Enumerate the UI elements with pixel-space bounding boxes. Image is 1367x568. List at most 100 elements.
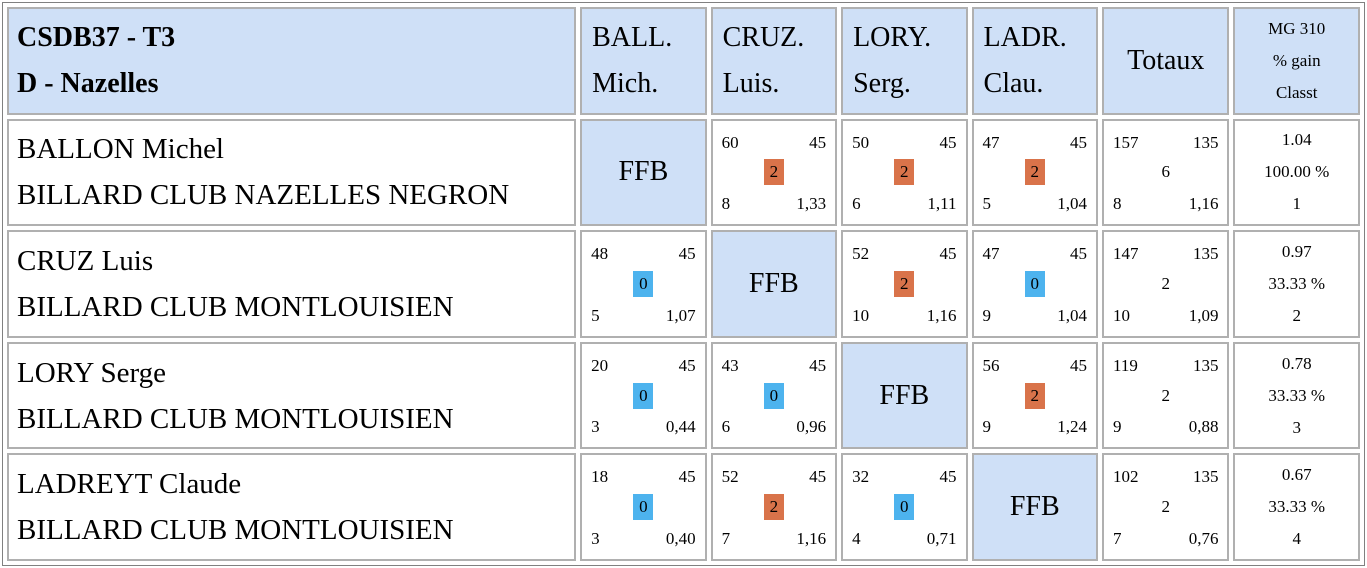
general-average: 0.97 (1281, 241, 1312, 261)
total-innings: 7 (1113, 529, 1122, 548)
match-result-badge: 0 (633, 270, 654, 297)
match-average: 1,16 (796, 529, 827, 548)
column-header-line1: BALL. (592, 21, 673, 53)
total-target: 135 (1192, 132, 1219, 152)
total-average: 0,76 (1188, 529, 1219, 548)
match-innings: 6 (721, 417, 731, 437)
summary-cell: 1.04 100.00 % 1 (1233, 118, 1360, 227)
match-result-badge: 0 (633, 494, 654, 521)
totals-cell: 102 135 2 7 0,76 (1102, 453, 1230, 561)
totaux-label: Totaux (1127, 44, 1205, 76)
match-innings: 10 (852, 305, 870, 325)
ranking: 1 (1292, 194, 1301, 214)
column-header-line1: LADR. (983, 21, 1067, 53)
match-average: 1,33 (796, 194, 827, 214)
player-club: BILLARD CLUB MONTLOUISIEN (17, 514, 454, 547)
total-average: 0,88 (1188, 417, 1219, 437)
total-innings: 8 (1113, 194, 1122, 214)
summary-cell: 0.97 33.33 % 2 (1233, 230, 1360, 338)
gain-pct-label: % gain (1272, 50, 1321, 70)
general-average: 0.67 (1281, 465, 1312, 485)
match-result-badge: 2 (1024, 159, 1045, 186)
ffb-cell: FFB (841, 341, 968, 450)
match-points: 18 (591, 467, 609, 487)
table-title-cell: CSDB37 - T3 D - Nazelles (7, 7, 577, 115)
match-result-badge: 2 (894, 159, 915, 186)
match-average: 1,16 (926, 305, 957, 325)
match-target: 45 (809, 467, 827, 487)
player-name: BALLON Michel (17, 133, 224, 166)
match-target: 45 (1070, 355, 1087, 375)
competition-title: CSDB37 - T3 (17, 21, 176, 53)
match-points: 47 (982, 244, 1000, 264)
ffb-label: FFB (748, 267, 799, 299)
gain-percentage: 33.33 % (1268, 273, 1326, 293)
ranking: 3 (1292, 417, 1301, 437)
match-cell: 56 45 2 9 1,24 (971, 341, 1098, 450)
player-cell: BALLON Michel BILLARD CLUB NAZELLES NEGRO… (7, 118, 577, 227)
general-average: 0.78 (1281, 353, 1312, 373)
match-innings: 4 (852, 529, 861, 548)
match-innings: 9 (982, 417, 992, 437)
column-header-totaux: Totaux (1102, 7, 1230, 115)
match-cell: 52 45 2 7 1,16 (710, 453, 838, 561)
match-average: 0,44 (665, 417, 696, 437)
ffb-label: FFB (879, 379, 930, 411)
column-header-ball: BALL. Mich. (580, 7, 707, 115)
match-innings: 3 (591, 417, 600, 437)
total-target: 135 (1192, 355, 1219, 375)
match-average: 0,40 (665, 529, 696, 548)
table-row: LADREYT Claude BILLARD CLUB MONTLOUISIEN 1… (7, 453, 1360, 561)
total-score: 6 (1161, 162, 1170, 182)
player-club: BILLARD CLUB MONTLOUISIEN (17, 290, 454, 323)
player-cell: CRUZ Luis BILLARD CLUB MONTLOUISIEN (7, 230, 577, 338)
totals-cell: 147 135 2 10 1,09 (1102, 230, 1230, 338)
match-innings: 9 (982, 305, 992, 325)
total-score: 2 (1161, 385, 1170, 405)
total-points: 147 (1113, 244, 1139, 264)
total-target: 135 (1192, 244, 1219, 264)
match-points: 32 (852, 467, 870, 487)
ffb-label: FFB (1009, 491, 1060, 523)
ffb-cell: FFB (710, 230, 838, 338)
gain-percentage: 33.33 % (1268, 497, 1326, 517)
match-innings: 6 (852, 194, 861, 214)
match-average: 0,96 (796, 417, 827, 437)
total-average: 1,09 (1188, 305, 1219, 325)
match-average: 1,24 (1057, 417, 1087, 437)
match-points: 56 (982, 355, 1000, 375)
match-innings: 5 (591, 305, 600, 325)
player-name: CRUZ Luis (17, 244, 154, 277)
gain-percentage: 33.33 % (1268, 385, 1326, 405)
summary-cell: 0.78 33.33 % 3 (1233, 341, 1360, 450)
match-points: 48 (591, 244, 609, 264)
summary-cell: 0.67 33.33 % 4 (1233, 453, 1360, 561)
match-average: 1,04 (1057, 194, 1087, 214)
match-points: 60 (721, 132, 739, 152)
rank-label: Classt (1275, 82, 1318, 102)
total-innings: 9 (1113, 417, 1122, 437)
column-header-line2: Mich. (592, 67, 659, 99)
column-header-line2: Luis. (722, 67, 780, 99)
total-score: 2 (1161, 497, 1170, 517)
table-row: CRUZ Luis BILLARD CLUB MONTLOUISIEN 48 45 0 5… (7, 230, 1360, 338)
player-name: LORY Serge (17, 356, 167, 389)
match-cell: 32 45 0 4 0,71 (841, 453, 968, 561)
total-innings: 10 (1113, 305, 1130, 325)
match-target: 45 (939, 132, 957, 152)
total-points: 102 (1113, 467, 1139, 487)
player-cell: LORY Serge BILLARD CLUB MONTLOUISIEN (7, 341, 577, 450)
match-target: 45 (678, 467, 696, 487)
match-target: 45 (1070, 244, 1087, 264)
header-row: CSDB37 - T3 D - Nazelles BALL. Mich. CRU… (7, 7, 1360, 115)
total-points: 119 (1113, 355, 1138, 375)
column-header-mg: MG 310 % gain Classt (1233, 7, 1360, 115)
match-result-badge: 0 (633, 382, 654, 409)
match-target: 45 (939, 244, 957, 264)
match-cell: 18 45 0 3 0,40 (580, 453, 707, 561)
match-average: 1,11 (927, 194, 957, 214)
match-cell: 48 45 0 5 1,07 (580, 230, 707, 338)
column-header-line1: LORY. (853, 21, 932, 53)
match-cell: 47 45 2 5 1,04 (971, 118, 1098, 227)
